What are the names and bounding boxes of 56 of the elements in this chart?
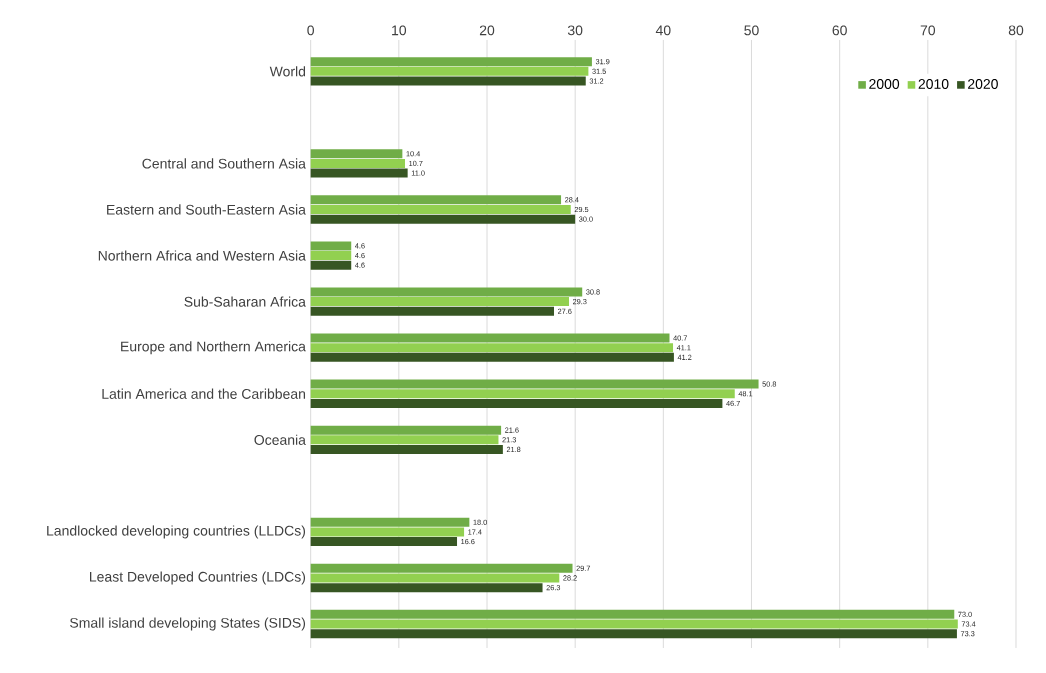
x-tick-label: 50 bbox=[744, 25, 759, 36]
bar bbox=[310, 195, 562, 205]
bar bbox=[310, 619, 958, 629]
bar bbox=[310, 158, 406, 168]
bar bbox=[310, 306, 555, 316]
bar bbox=[310, 76, 586, 86]
bar bbox=[310, 57, 592, 67]
y-tick-label: Central and Southern Asia bbox=[142, 158, 306, 169]
bar bbox=[310, 609, 955, 619]
bar bbox=[310, 333, 670, 343]
bar bbox=[310, 583, 543, 593]
y-tick-label: Europe and Northern America bbox=[121, 341, 306, 355]
bar bbox=[310, 379, 759, 389]
bar bbox=[310, 435, 499, 445]
x-tick-label: 40 bbox=[655, 25, 671, 36]
bar bbox=[310, 573, 560, 583]
bar bbox=[310, 537, 458, 547]
bar bbox=[310, 398, 723, 408]
x-tick-label: 0 bbox=[307, 25, 315, 36]
bar bbox=[310, 629, 957, 639]
bar bbox=[310, 241, 352, 251]
y-tick-label: Sub-Saharan Africa bbox=[184, 296, 306, 307]
x-tick-label: 20 bbox=[479, 25, 495, 36]
y-tick-label: Oceania bbox=[254, 434, 306, 445]
y-tick-label: Northern Africa and Western Asia bbox=[98, 250, 306, 261]
bar bbox=[310, 517, 470, 527]
legend-label: 2000 bbox=[869, 79, 900, 89]
y-tick-label: World bbox=[269, 66, 306, 77]
bar bbox=[310, 425, 502, 435]
bar bbox=[310, 214, 576, 224]
bar bbox=[310, 149, 403, 159]
y-tick-label: Eastern and South-Eastern Asia bbox=[107, 204, 306, 215]
bar bbox=[310, 204, 571, 214]
bar bbox=[310, 251, 352, 261]
bar bbox=[310, 527, 465, 537]
y-tick-label: Landlocked developing countries (LLDCs) bbox=[47, 525, 306, 539]
bar bbox=[310, 287, 583, 297]
x-tick-label: 10 bbox=[392, 25, 407, 36]
legend-label: 2010 bbox=[918, 79, 949, 89]
x-tick-label: 70 bbox=[920, 25, 936, 36]
bar bbox=[310, 389, 735, 399]
legend-label: 2020 bbox=[968, 79, 998, 89]
bar bbox=[310, 563, 573, 573]
y-tick-label: Latin America and the Caribbean bbox=[102, 388, 306, 399]
bar bbox=[310, 297, 569, 307]
x-tick-label: 60 bbox=[832, 25, 847, 36]
y-tick-label: Least Developed Countries (LDCs) bbox=[90, 571, 306, 585]
bar bbox=[310, 352, 674, 362]
y-tick-label: Small island developing States (SIDS) bbox=[70, 617, 306, 631]
bar bbox=[310, 66, 589, 76]
bar bbox=[310, 444, 503, 454]
x-tick-label: 30 bbox=[567, 25, 583, 36]
bar bbox=[310, 260, 352, 270]
bar bbox=[310, 343, 674, 353]
bar bbox=[310, 168, 408, 178]
x-tick-label: 80 bbox=[1008, 25, 1024, 36]
